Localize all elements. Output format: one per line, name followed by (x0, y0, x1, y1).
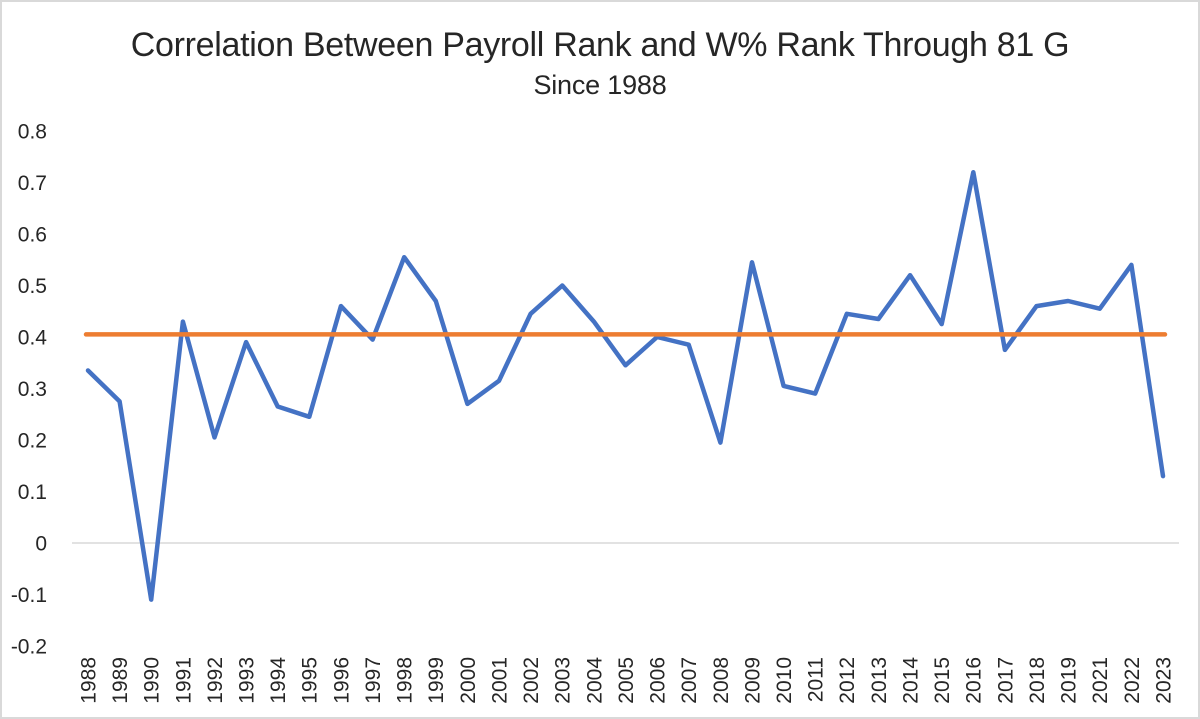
chart-title: Correlation Between Payroll Rank and W% … (130, 26, 1070, 64)
y-tick-label: -0.1 (11, 584, 47, 607)
x-tick-label: 1999 (425, 657, 448, 704)
x-tick-label: 2018 (1026, 657, 1049, 704)
y-tick-label: 0.4 (18, 326, 48, 349)
x-tick-label: 2011 (805, 657, 828, 702)
x-tick-label: 1998 (394, 657, 417, 704)
x-tick-label: 1993 (235, 657, 258, 704)
x-axis-labels: 1988 1989 1990 1991 1992 1993 1994 1995 1996 1997… (77, 657, 1175, 704)
x-tick-label: 2012 (836, 657, 859, 704)
y-tick-label: -0.2 (11, 635, 47, 658)
y-tick-label: 0.8 (18, 120, 47, 143)
x-tick-label: 2013 (868, 657, 891, 704)
y-tick-label: 0.3 (18, 378, 47, 401)
x-tick-label: 1995 (299, 657, 322, 704)
x-tick-label: 2008 (710, 657, 733, 704)
y-tick-label: 0.5 (18, 275, 47, 298)
x-tick-label: 2001 (488, 657, 511, 704)
y-tick-label: 0.2 (18, 429, 47, 452)
x-tick-label: 1991 (172, 657, 195, 704)
x-tick-label: 1994 (267, 657, 290, 704)
x-tick-label: 1996 (330, 657, 353, 704)
chart-subtitle: Since 1988 (533, 70, 667, 100)
x-tick-label: 1992 (204, 657, 227, 704)
x-tick-label: 1988 (77, 657, 100, 704)
x-tick-label: 2009 (741, 657, 764, 704)
x-tick-label: 1990 (141, 657, 164, 704)
x-tick-label: 2004 (583, 657, 606, 704)
x-tick-label: 2022 (1121, 657, 1144, 704)
y-tick-label: 0.1 (18, 481, 47, 504)
x-tick-label: 2019 (1057, 657, 1080, 704)
y-tick-label: 0.7 (18, 172, 47, 195)
x-tick-label: 2023 (1152, 657, 1175, 704)
x-tick-label: 2017 (994, 657, 1017, 704)
y-axis-labels: 0.8 0.7 0.6 0.5 0.4 0.3 0.2 0.1 0 -0.1 -0.2 (11, 120, 47, 658)
x-tick-label: 2005 (615, 657, 638, 704)
x-tick-label: 2021 (1089, 657, 1112, 704)
x-tick-label: 1997 (362, 657, 385, 704)
correlation-line-series (85, 169, 1166, 602)
x-tick-label: 2007 (678, 657, 701, 704)
x-tick-label: 2003 (552, 657, 575, 704)
x-tick-label: 1989 (109, 657, 132, 704)
x-tick-label: 2002 (520, 657, 543, 704)
x-tick-label: 2014 (899, 657, 922, 704)
x-tick-label: 2000 (457, 657, 480, 704)
x-tick-label: 2015 (931, 657, 954, 704)
x-tick-label: 2010 (773, 657, 796, 704)
y-tick-label: 0.6 (18, 223, 47, 246)
x-tick-label: 2016 (963, 657, 986, 704)
x-tick-label: 2006 (646, 657, 669, 704)
y-tick-label: 0 (35, 532, 47, 555)
